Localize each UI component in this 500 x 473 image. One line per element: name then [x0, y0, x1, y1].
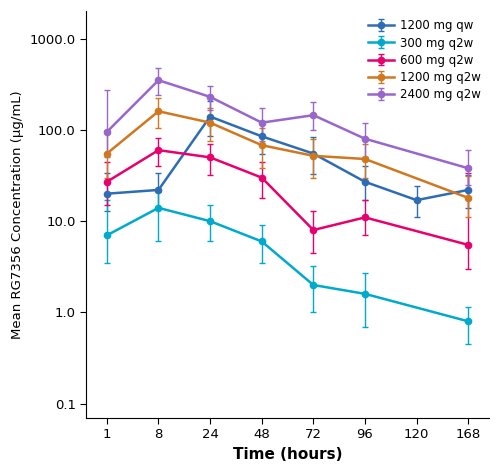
Y-axis label: Mean RG7356 Concentration (µg/mL): Mean RG7356 Concentration (µg/mL): [11, 90, 24, 339]
X-axis label: Time (hours): Time (hours): [233, 447, 342, 462]
Legend: 1200 mg qw, 300 mg q2w, 600 mg q2w, 1200 mg q2w, 2400 mg q2w: 1200 mg qw, 300 mg q2w, 600 mg q2w, 1200…: [363, 15, 486, 105]
